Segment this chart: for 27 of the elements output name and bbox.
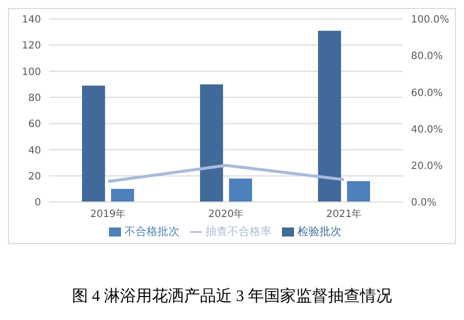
legend-label: 检验批次 (298, 225, 342, 238)
y-tick-label: 40 (28, 145, 41, 156)
y-tick-label: 60 (28, 119, 41, 130)
x-tick-label: 2020年 (208, 208, 244, 220)
y2-tick-label: 60.0% (411, 88, 443, 99)
y2-tick-label: 100.0% (411, 14, 450, 26)
y2-tick-label: 40.0% (411, 124, 443, 136)
x-tick-label: 2021年 (326, 208, 362, 220)
bar (347, 181, 370, 202)
y-tick-label: 120 (22, 40, 41, 52)
y-tick-label: 80 (28, 92, 41, 104)
y-tick-label: 0 (34, 198, 41, 209)
text: 图 4 淋浴用花洒产品近 3 年国家监督抽查情况 (71, 286, 393, 307)
legend-label: 不合格批次 (124, 225, 180, 238)
bar (82, 86, 106, 202)
y-tick-label: 100 (22, 66, 41, 78)
x-tick-label: 2019年 (90, 208, 126, 220)
bar (111, 188, 134, 202)
y2-tick-label: 80.0% (411, 51, 443, 62)
bar (318, 30, 342, 202)
y-tick-label: 140 (22, 14, 41, 26)
bar (200, 84, 224, 202)
bar (229, 178, 252, 202)
y-tick-label: 20 (28, 171, 41, 182)
y2-tick-label: 20.0% (411, 160, 443, 172)
legend-label: 抽查不合格率 (206, 225, 272, 238)
y2-tick-label: 0.0% (411, 198, 436, 209)
